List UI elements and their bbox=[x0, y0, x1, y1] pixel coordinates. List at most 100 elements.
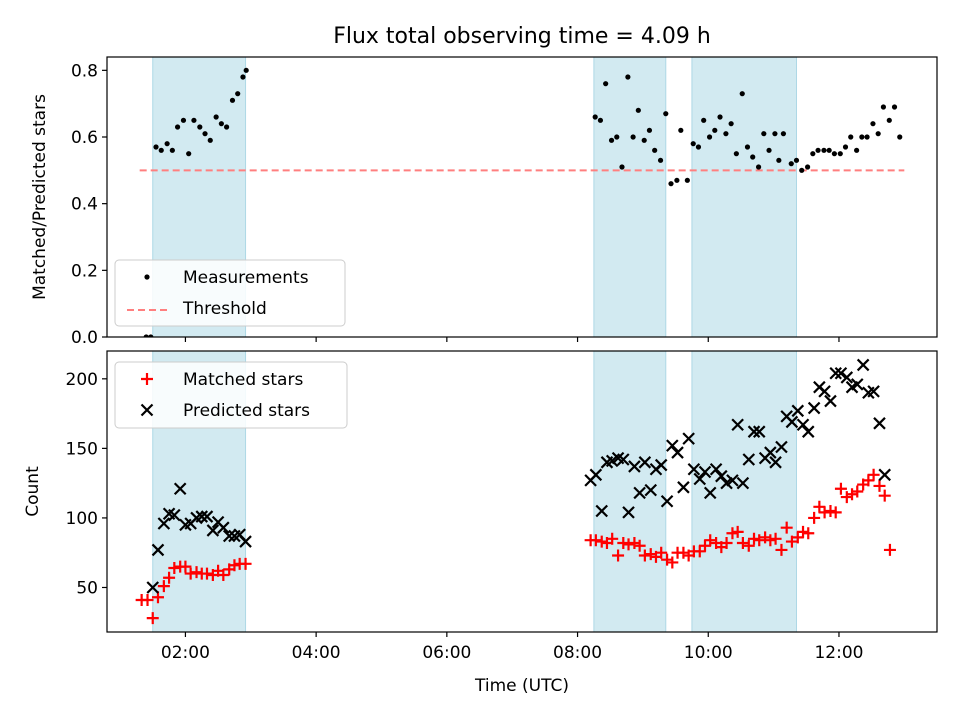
measurement-point bbox=[641, 137, 647, 143]
predicted-star-point bbox=[703, 486, 717, 500]
predicted-star-point bbox=[764, 446, 777, 459]
measurement-point bbox=[728, 121, 734, 127]
measurement-point bbox=[690, 141, 696, 147]
measurement-point bbox=[174, 124, 181, 130]
measurement-point bbox=[235, 91, 241, 97]
predicted-star-point bbox=[850, 378, 864, 391]
matched-star-point bbox=[846, 488, 859, 501]
measurement-point bbox=[635, 107, 641, 113]
predicted-star-point bbox=[736, 476, 750, 490]
y-tick-label: 0.4 bbox=[71, 195, 98, 215]
measurement-point bbox=[614, 134, 620, 140]
legend-predicted-marker bbox=[140, 403, 154, 417]
observing-window-band bbox=[593, 56, 667, 338]
measurement-point bbox=[668, 181, 674, 187]
matched-star-point bbox=[808, 511, 821, 524]
predicted-star-point bbox=[818, 385, 831, 398]
measurement-point bbox=[646, 127, 653, 133]
legend: Measurements Threshold bbox=[114, 259, 346, 327]
matched-star-point bbox=[184, 567, 197, 580]
predicted-star-point bbox=[824, 394, 837, 408]
predicted-star-point bbox=[807, 401, 821, 415]
matched-star-point bbox=[759, 531, 772, 544]
measurement-point bbox=[180, 117, 187, 123]
measurement-point bbox=[143, 334, 149, 337]
measurement-point bbox=[723, 131, 729, 137]
y-axis-label: Count bbox=[23, 466, 43, 517]
measurement-point bbox=[870, 121, 876, 127]
measurement-point bbox=[169, 147, 175, 153]
measurement-point bbox=[678, 127, 684, 133]
predicted-star-point bbox=[157, 517, 171, 530]
matched-star-point bbox=[617, 536, 630, 549]
measurement-point bbox=[153, 144, 159, 150]
measurement-point bbox=[186, 151, 192, 157]
predicted-star-point bbox=[671, 446, 684, 459]
measurement-point bbox=[864, 134, 870, 140]
matched-star-point bbox=[867, 468, 880, 481]
matched-star-point bbox=[612, 549, 625, 562]
matched-star-point bbox=[190, 566, 203, 579]
predicted-star-point bbox=[622, 506, 635, 519]
predicted-star-point bbox=[660, 494, 674, 508]
matched-star-point bbox=[775, 543, 788, 556]
measurement-point bbox=[831, 151, 837, 157]
axes-frame bbox=[106, 350, 938, 633]
matched-star-point bbox=[633, 539, 646, 552]
matched-star-point bbox=[239, 557, 252, 570]
legend-label: Measurements bbox=[183, 268, 309, 288]
predicted-star-point bbox=[709, 462, 723, 476]
matched-star-point bbox=[840, 491, 853, 504]
measurement-point bbox=[755, 164, 762, 170]
x-tick-label: 06:00 bbox=[422, 643, 471, 663]
measurement-point bbox=[733, 151, 739, 157]
matched-star-point bbox=[824, 504, 837, 517]
matched-star-point bbox=[802, 527, 815, 540]
matched-star-point bbox=[638, 549, 651, 562]
predicted-star-point bbox=[222, 529, 236, 543]
measurement-point bbox=[657, 157, 664, 163]
measurement-point bbox=[821, 147, 827, 153]
predicted-star-point bbox=[168, 508, 181, 522]
measurement-point bbox=[744, 144, 751, 150]
matched-star-point bbox=[731, 525, 744, 538]
legend-label: Matched stars bbox=[183, 370, 303, 390]
measurement-point bbox=[854, 147, 860, 153]
measurement-point bbox=[897, 134, 903, 140]
measurement-point bbox=[766, 147, 772, 153]
measurement-point bbox=[207, 137, 213, 143]
matched-star-point bbox=[780, 521, 793, 534]
predicted-star-point bbox=[687, 462, 701, 476]
matched-star-point bbox=[666, 556, 679, 569]
y-tick-label: 0.2 bbox=[71, 261, 98, 281]
legend-label: Predicted stars bbox=[183, 401, 310, 421]
legend: Matched stars Predicted stars bbox=[114, 361, 348, 429]
predicted-star-point bbox=[726, 474, 739, 487]
matched-star-point bbox=[168, 562, 181, 575]
plot-area bbox=[135, 358, 896, 625]
matched-star-point bbox=[157, 580, 170, 593]
predicted-star-point bbox=[878, 468, 891, 482]
measurement-point bbox=[891, 104, 898, 110]
matched-star-point bbox=[797, 525, 810, 538]
measurement-point bbox=[793, 157, 800, 163]
matched-star-point bbox=[720, 536, 733, 549]
measurement-point bbox=[815, 147, 821, 153]
matched-star-point bbox=[163, 571, 176, 584]
matched-star-point bbox=[862, 474, 875, 487]
legend-matched-marker bbox=[141, 373, 153, 385]
measurement-point bbox=[148, 334, 154, 337]
measurement-point bbox=[739, 91, 745, 97]
measurement-point bbox=[761, 131, 767, 137]
measurement-point bbox=[875, 131, 881, 137]
measurement-point bbox=[674, 177, 680, 183]
chart-title: Flux total observing time = 4.09 h bbox=[333, 24, 711, 49]
measurement-point bbox=[608, 137, 615, 143]
predicted-star-point bbox=[834, 366, 848, 380]
matched-star-point bbox=[698, 539, 711, 552]
matched-star-point bbox=[748, 532, 761, 545]
predicted-star-point bbox=[829, 366, 842, 380]
matched-star-point bbox=[677, 546, 690, 559]
matched-star-point bbox=[146, 612, 159, 625]
